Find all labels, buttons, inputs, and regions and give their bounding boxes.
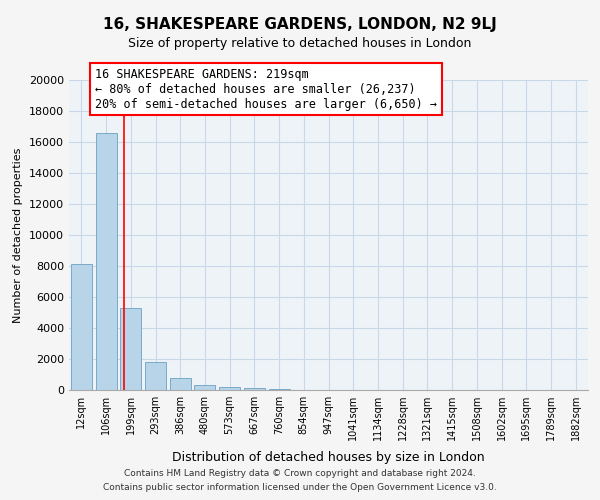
Text: Contains HM Land Registry data © Crown copyright and database right 2024.: Contains HM Land Registry data © Crown c… [124,468,476,477]
Bar [244,388,265,390]
Bar [170,378,191,390]
Bar [145,362,166,390]
Text: 16 SHAKESPEARE GARDENS: 219sqm
← 80% of detached houses are smaller (26,237)
20%: 16 SHAKESPEARE GARDENS: 219sqm ← 80% of … [95,68,437,110]
Bar [120,308,141,390]
Text: 16, SHAKESPEARE GARDENS, LONDON, N2 9LJ: 16, SHAKESPEARE GARDENS, LONDON, N2 9LJ [103,18,497,32]
Text: Contains public sector information licensed under the Open Government Licence v3: Contains public sector information licen… [103,484,497,492]
Bar [269,389,290,390]
Bar [194,386,215,390]
Text: Size of property relative to detached houses in London: Size of property relative to detached ho… [128,38,472,51]
X-axis label: Distribution of detached houses by size in London: Distribution of detached houses by size … [172,452,485,464]
Bar [219,387,240,390]
Bar [71,264,92,390]
Bar [95,132,116,390]
Y-axis label: Number of detached properties: Number of detached properties [13,148,23,322]
